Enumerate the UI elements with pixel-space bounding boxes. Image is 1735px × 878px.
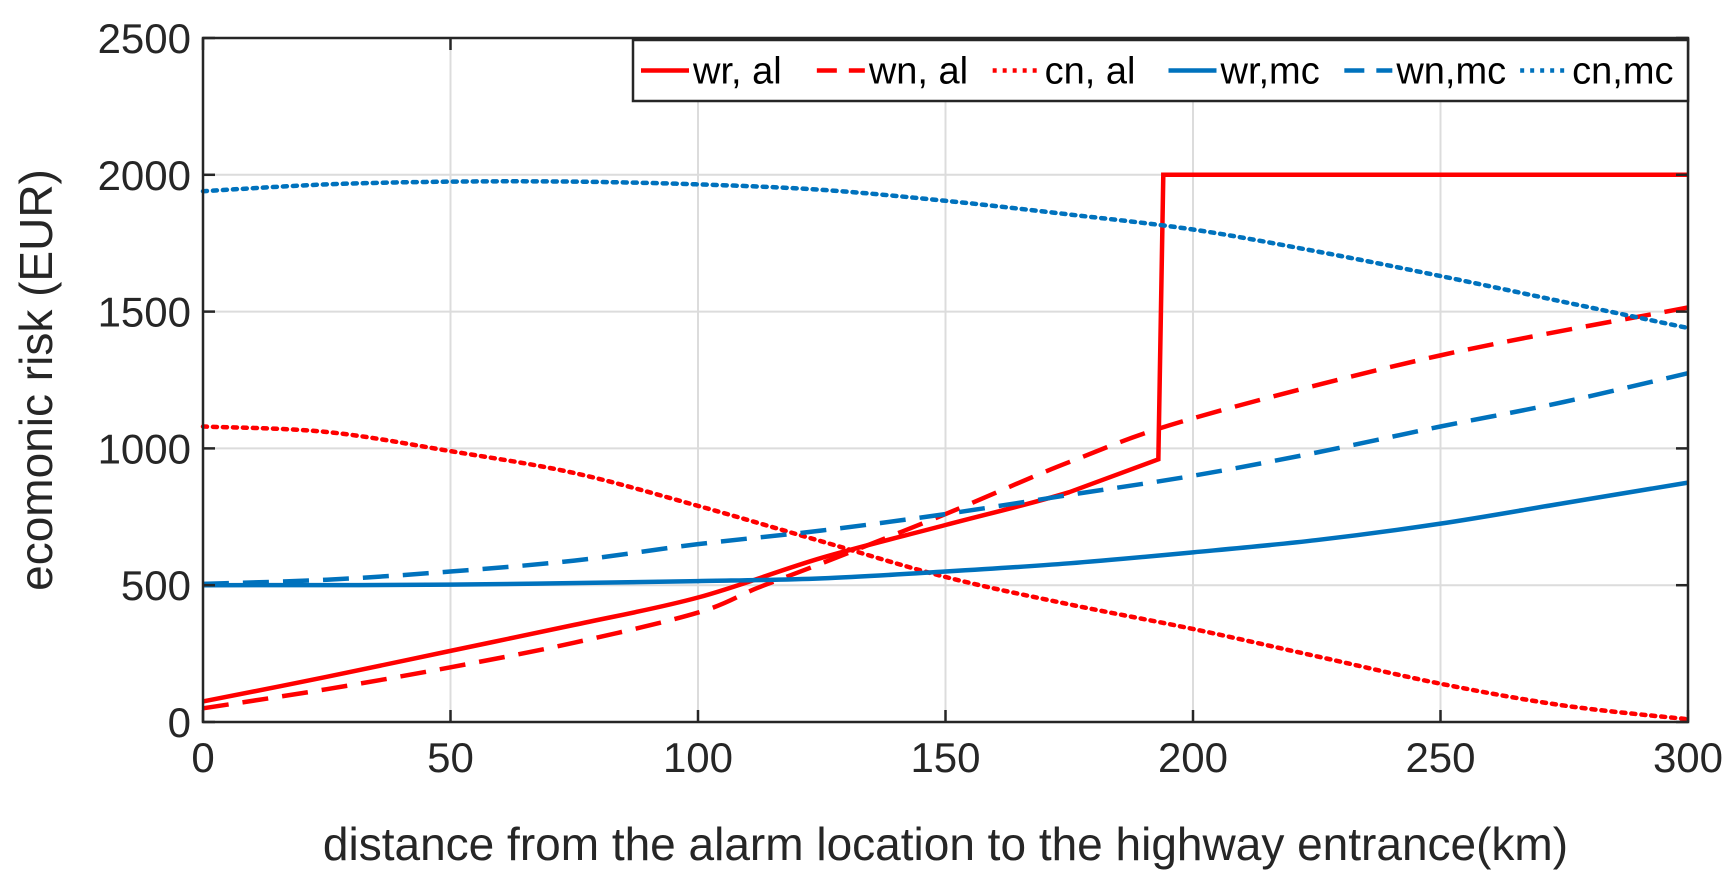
y-tick-label: 1500 <box>98 289 191 336</box>
x-tick-label: 250 <box>1405 734 1475 781</box>
y-tick-label: 1000 <box>98 425 191 472</box>
series-line-5 <box>200 179 1691 331</box>
series-line-4 <box>202 370 1689 587</box>
legend-entry-label: cn, al <box>1045 51 1136 93</box>
legend-entry-label: cn,mc <box>1572 51 1673 93</box>
legend-entry-label: wr, al <box>692 51 782 93</box>
series-line-2 <box>200 424 1691 722</box>
x-axis-label: distance from the alarm location to the … <box>323 818 1568 870</box>
grid-lines <box>202 37 1689 723</box>
y-tick-label: 0 <box>168 699 191 746</box>
legend-entry-label: wn,mc <box>1395 51 1506 93</box>
legend-entry-label: wr,mc <box>1220 51 1320 93</box>
x-tick-label: 50 <box>427 734 474 781</box>
x-tick-label: 0 <box>191 734 214 781</box>
plot-series <box>200 172 1691 722</box>
y-axis-label: ecomonic risk (EUR) <box>10 169 62 591</box>
y-tick-label: 500 <box>121 562 191 609</box>
x-tick-label: 100 <box>663 734 733 781</box>
legend-box <box>631 38 1690 103</box>
series-line-0 <box>202 172 1688 704</box>
x-axis-ticks: 0 50 100 150 200 250 300 <box>191 38 1723 781</box>
y-axis-ticks: 0 500 1000 1500 2000 2500 <box>98 15 1688 746</box>
x-tick-label: 150 <box>910 734 980 781</box>
y-tick-label: 2500 <box>98 15 191 62</box>
y-tick-label: 2000 <box>98 152 191 199</box>
series-line-3 <box>202 480 1689 588</box>
legend: wr, al wn, al cn, al wr,mc wn,mc cn,mc <box>631 38 1690 103</box>
series-line-1 <box>202 305 1689 711</box>
x-tick-label: 300 <box>1653 734 1723 781</box>
legend-entry-label: wn, al <box>868 51 968 93</box>
x-tick-label: 200 <box>1158 734 1228 781</box>
